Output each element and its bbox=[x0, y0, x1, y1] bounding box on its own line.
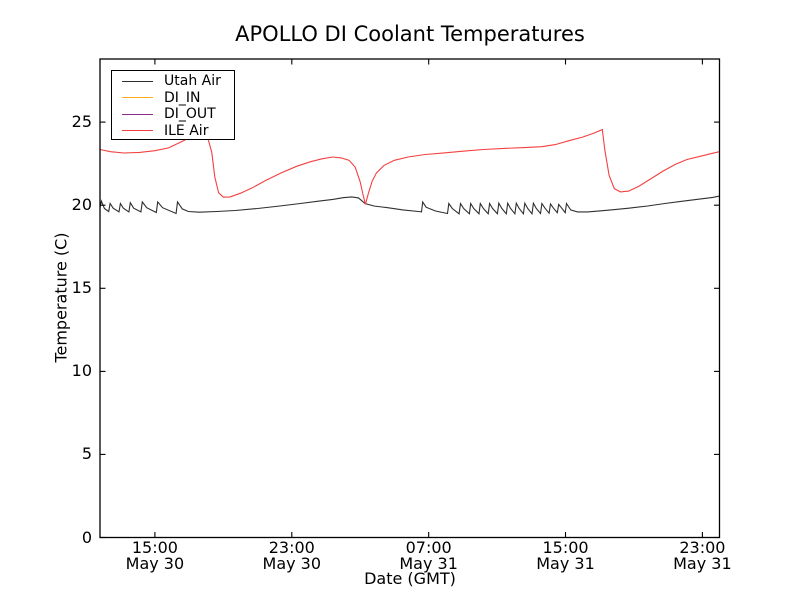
x-tick-date: May 31 bbox=[673, 554, 732, 573]
legend-line-swatch bbox=[122, 113, 153, 115]
y-tick-label: 25 bbox=[71, 112, 92, 132]
legend-line-swatch bbox=[122, 130, 153, 132]
x-tick-label: 15:00 May 30 bbox=[95, 540, 215, 572]
y-tick-label: 15 bbox=[71, 278, 92, 298]
tick-marks bbox=[100, 59, 720, 539]
x-tick-date: May 30 bbox=[125, 554, 185, 573]
series-group bbox=[100, 128, 720, 216]
series-line-utah-air bbox=[100, 195, 720, 216]
x-tick-date: May 31 bbox=[399, 554, 458, 573]
legend-label: DI_OUT bbox=[164, 106, 216, 123]
y-tick-label: 5 bbox=[81, 444, 92, 464]
series-line-ile-air bbox=[100, 128, 720, 205]
x-tick-date: May 31 bbox=[536, 554, 595, 573]
legend-item-ile-air: ILE Air bbox=[112, 123, 234, 140]
x-tick-time: 07:00 bbox=[405, 538, 452, 557]
legend-line-swatch bbox=[122, 80, 153, 82]
axes-frame bbox=[99, 58, 721, 539]
y-tick-label: 0 bbox=[81, 527, 92, 547]
legend-item-di-out: DI_OUT bbox=[112, 106, 234, 123]
legend-item-di-in: DI_IN bbox=[112, 90, 234, 107]
x-tick-time: 15:00 bbox=[542, 538, 589, 557]
x-tick-time: 15:00 bbox=[131, 538, 178, 557]
y-tick-label: 20 bbox=[71, 195, 92, 215]
x-tick-time: 23:00 bbox=[268, 538, 315, 557]
x-tick-label: 23:00 May 31 bbox=[642, 540, 762, 572]
x-tick-label: 23:00 May 30 bbox=[232, 540, 352, 572]
chart-title: APOLLO DI Coolant Temperatures bbox=[235, 22, 585, 46]
legend: Utah Air DI_IN DI_OUT ILE Air bbox=[111, 70, 235, 140]
legend-line-swatch bbox=[122, 97, 153, 99]
legend-label: DI_IN bbox=[164, 89, 201, 106]
legend-label: Utah Air bbox=[164, 73, 221, 90]
legend-item-utah-air: Utah Air bbox=[112, 73, 234, 90]
x-axis-label: Date (GMT) bbox=[364, 569, 456, 588]
x-tick-date: May 30 bbox=[262, 554, 322, 573]
x-tick-time: 23:00 bbox=[679, 538, 726, 557]
y-tick-label: 10 bbox=[71, 361, 92, 381]
x-tick-label: 07:00 May 31 bbox=[369, 540, 489, 572]
legend-label: ILE Air bbox=[164, 122, 209, 139]
x-tick-label: 15:00 May 31 bbox=[506, 540, 626, 572]
